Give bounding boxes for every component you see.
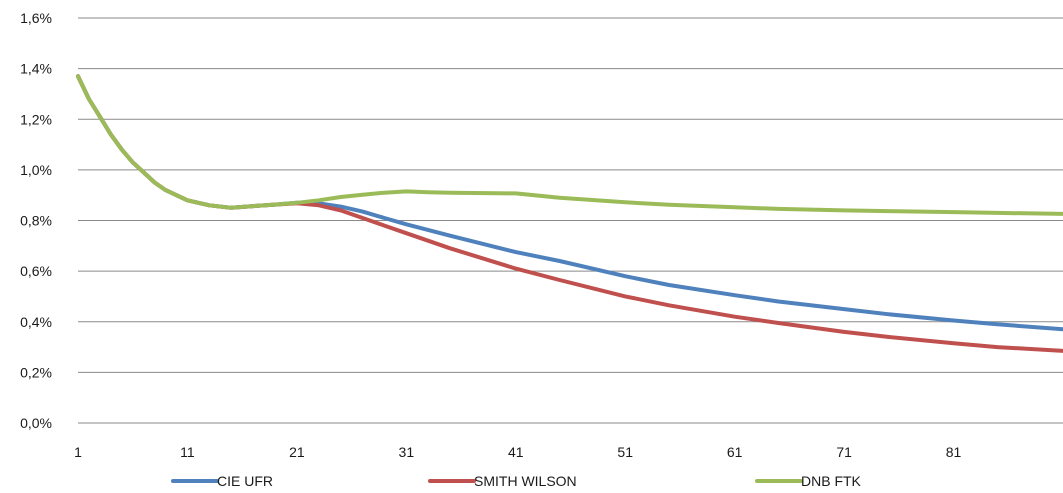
x-tick-label: 1 [74,444,82,460]
series-line-cie-ufr [76,74,1063,332]
y-axis-tick-labels: 0,0% 0,2% 0,4% 0,6% 0,8% 1,0% 1,2% 1,4% 1,6% [20,10,52,431]
legend-label: DNB FTK [801,473,862,489]
y-tick-label: 1,2% [20,111,52,127]
legend-label: SMITH WILSON [474,473,577,489]
y-tick-label: 1,4% [20,61,52,77]
y-tick-label: 0,8% [20,213,52,229]
legend-item: CIE UFR [171,473,273,489]
series-line-dnb-ftk [76,74,1063,216]
legend: CIE UFR SMITH WILSON DNB FTK [171,473,862,489]
x-tick-label: 11 [180,444,195,460]
series-line-smith-wilson [76,74,1063,353]
series-lines [76,74,1063,353]
x-tick-label: 61 [727,444,743,460]
y-tick-label: 1,0% [20,162,52,178]
x-tick-label: 21 [289,444,305,460]
x-tick-label: 71 [836,444,852,460]
x-tick-label: 51 [617,444,633,460]
gridlines [78,17,1063,424]
legend-label: CIE UFR [217,473,273,489]
y-tick-label: 0,2% [20,364,52,380]
x-tick-label: 31 [399,444,415,460]
x-axis-tick-labels: 1 11 21 31 41 51 61 71 81 [74,444,961,460]
y-tick-label: 0,0% [20,415,52,431]
x-tick-label: 41 [508,444,524,460]
x-tick-label: 81 [946,444,962,460]
y-tick-label: 1,6% [20,10,52,26]
y-tick-label: 0,4% [20,314,52,330]
legend-item: SMITH WILSON [428,473,577,489]
legend-item: DNB FTK [755,473,862,489]
y-tick-label: 0,6% [20,263,52,279]
